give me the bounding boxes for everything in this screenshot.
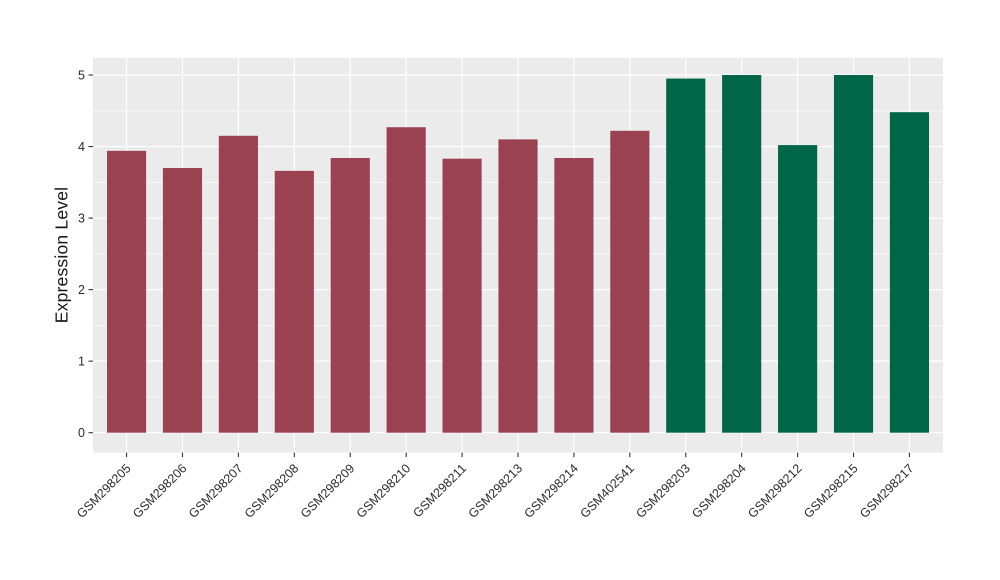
bar-GSM298204 [722,75,762,433]
bar-GSM298205 [106,150,147,433]
x-tick-label-GSM298204: GSM298204 [689,461,749,521]
bar-GSM298211 [442,158,482,433]
x-tick-label-GSM298210: GSM298210 [354,461,414,521]
bar-GSM298206 [162,168,203,433]
x-tick-label-GSM298217: GSM298217 [857,461,917,521]
y-tick-label: 0 [78,426,85,440]
x-tick-label-GSM298208: GSM298208 [242,461,302,521]
bar-GSM298208 [274,170,314,433]
bar-GSM298215 [833,75,874,433]
bar-GSM298212 [778,145,818,433]
x-tick-label-GSM298206: GSM298206 [130,461,190,521]
y-tick-label: 1 [78,355,85,369]
y-tick-label: 5 [78,68,85,82]
x-tick-label-GSM298214: GSM298214 [522,461,582,521]
x-tick-label-GSM298215: GSM298215 [801,461,861,521]
y-axis-title: Expression Level [51,186,72,324]
bar-GSM298210 [386,127,426,433]
bar-GSM298217 [889,112,930,433]
x-tick-label-GSM298203: GSM298203 [633,461,693,521]
bar-GSM298207 [218,135,258,433]
x-tick-label-GSM298212: GSM298212 [745,461,805,521]
bar-GSM298213 [498,139,538,433]
y-tick-label: 2 [78,283,85,297]
x-tick-label-GSM298205: GSM298205 [74,461,134,521]
bar-GSM298203 [666,78,706,433]
x-tick-label-GSM298213: GSM298213 [466,461,526,521]
x-tick-label-GSM298211: GSM298211 [410,461,469,520]
bar-GSM402541 [610,130,650,433]
x-tick-label-GSM298207: GSM298207 [186,461,246,521]
y-tick-label: 4 [78,140,85,154]
bar-GSM298209 [330,157,370,433]
x-tick-label-GSM298209: GSM298209 [298,461,358,521]
bar-GSM298214 [554,157,594,433]
y-tick-label: 3 [78,211,85,225]
x-tick-label-GSM402541: GSM402541 [577,461,637,521]
